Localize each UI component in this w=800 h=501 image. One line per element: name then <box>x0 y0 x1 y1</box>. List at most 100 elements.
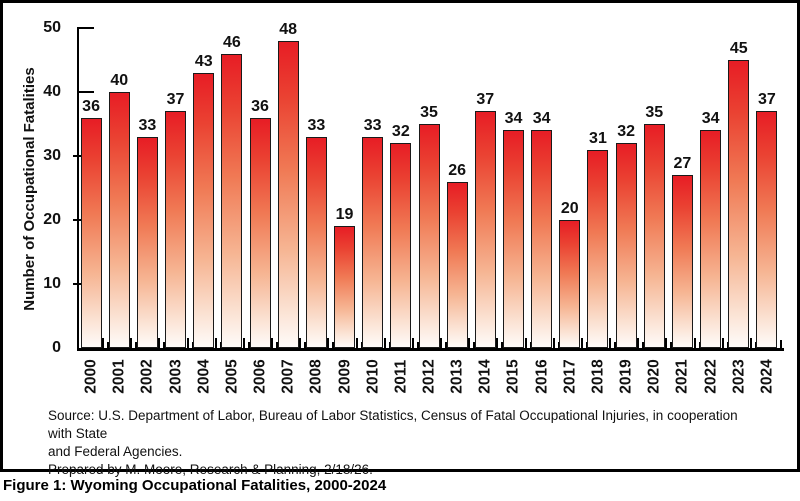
y-tick-mark <box>73 219 82 221</box>
source-line: Prepared by M. Moore, Research & Plannin… <box>48 462 373 477</box>
x-tick-label: 2013 <box>448 359 466 394</box>
x-tick-label: 2018 <box>589 359 607 394</box>
bar <box>756 111 778 348</box>
x-axis-end-tick <box>780 340 782 348</box>
bar-value-label: 20 <box>560 200 579 217</box>
bar <box>221 53 243 348</box>
bar <box>277 40 299 348</box>
x-axis-gap-tick <box>332 342 335 348</box>
bar <box>165 111 187 348</box>
x-axis-gap-tick <box>360 342 363 348</box>
x-axis-gap-tick <box>327 338 330 348</box>
x-axis-gap-tick <box>670 342 673 348</box>
x-axis-gap-tick <box>698 342 701 348</box>
x-axis-gap-tick <box>726 342 729 348</box>
x-axis-gap-tick <box>552 338 555 348</box>
x-tick-label: 2019 <box>617 359 635 394</box>
bar <box>559 220 581 348</box>
bar <box>249 117 271 348</box>
bar <box>390 143 412 348</box>
x-axis-gap-tick <box>411 338 414 348</box>
x-axis-gap-tick <box>721 338 724 348</box>
bar <box>136 136 158 348</box>
y-tick-mark <box>73 283 82 285</box>
x-axis-gap-tick <box>557 342 560 348</box>
x-axis-gap-tick <box>501 342 504 348</box>
x-tick-label: 2004 <box>195 359 213 394</box>
x-tick-label: 2020 <box>645 359 663 394</box>
source-line: Source: U.S. Department of Labor, Bureau… <box>48 408 738 441</box>
bar <box>502 130 524 348</box>
x-axis-gap-tick <box>107 342 110 348</box>
x-axis-gap-tick <box>304 342 307 348</box>
bar <box>446 181 468 348</box>
x-tick-label: 2015 <box>504 359 522 394</box>
bar <box>108 92 130 348</box>
figure-caption: Figure 1: Wyoming Occupational Fatalitie… <box>3 477 387 494</box>
bar <box>531 130 553 348</box>
x-tick-label: 2009 <box>336 359 354 394</box>
x-axis-gap-tick <box>529 342 532 348</box>
x-axis-gap-tick <box>130 338 133 348</box>
bar-value-label: 33 <box>138 116 157 134</box>
x-axis-gap-tick <box>416 342 419 348</box>
bar <box>728 60 750 348</box>
x-tick-label: 2001 <box>110 359 128 394</box>
source-line: and Federal Agencies. <box>48 444 183 459</box>
x-axis-gap-tick <box>276 342 279 348</box>
x-axis-gap-tick <box>468 338 471 348</box>
x-tick-label: 2016 <box>533 359 551 394</box>
x-axis-gap-tick <box>158 338 161 348</box>
bar-value-label: 34 <box>504 110 523 128</box>
x-tick-label: 2002 <box>138 359 156 394</box>
bar-value-label: 35 <box>645 104 664 121</box>
x-tick-label: 2000 <box>82 359 100 394</box>
x-axis-gap-tick <box>186 338 189 348</box>
x-axis-gap-tick <box>242 338 245 348</box>
x-tick-label: 2005 <box>223 359 241 394</box>
y-tick-label: 20 <box>43 211 61 228</box>
x-axis-gap-tick <box>219 342 222 348</box>
y-tick-label: 10 <box>43 275 61 292</box>
x-axis-gap-tick <box>163 342 166 348</box>
bar-value-label: 36 <box>82 97 100 115</box>
x-tick-label: 2022 <box>702 359 720 394</box>
x-axis-gap-tick <box>580 338 583 348</box>
x-axis-gap-tick <box>247 342 250 348</box>
x-tick-label: 2010 <box>364 359 382 394</box>
y-tick-label: 50 <box>43 19 61 36</box>
x-tick-label: 2006 <box>251 359 269 394</box>
bar-value-label: 19 <box>335 206 354 224</box>
x-axis-gap-tick <box>271 338 274 348</box>
bar <box>193 72 215 348</box>
bar-value-label: 48 <box>279 20 298 38</box>
x-tick-label: 2017 <box>561 359 579 394</box>
bar <box>334 226 356 348</box>
bar <box>474 111 496 348</box>
x-axis-gap-tick <box>496 338 499 348</box>
x-axis-gap-tick <box>693 338 696 348</box>
bar <box>305 136 327 348</box>
x-axis-gap-tick <box>383 338 386 348</box>
x-tick-label: 2008 <box>307 359 325 394</box>
bar <box>587 149 609 348</box>
bar-value-label: 32 <box>391 123 410 141</box>
x-tick-label: 2024 <box>758 359 776 394</box>
bar-value-label: 45 <box>729 40 748 57</box>
x-axis-gap-tick <box>585 342 588 348</box>
x-tick-label: 2014 <box>476 359 494 394</box>
bar-value-label: 34 <box>701 110 720 128</box>
bar <box>671 175 693 348</box>
bar-value-label: 27 <box>673 155 692 173</box>
bar-value-label: 33 <box>363 116 382 134</box>
bar <box>418 124 440 348</box>
x-axis-gap-tick <box>214 338 217 348</box>
x-tick-label: 2023 <box>730 359 748 394</box>
x-axis-gap-tick <box>614 342 617 348</box>
x-axis-gap-tick <box>473 342 476 348</box>
x-tick-label: 2011 <box>392 359 410 394</box>
bar-value-label: 37 <box>758 91 776 109</box>
x-tick-label: 2021 <box>673 359 691 394</box>
x-tick-label: 2007 <box>279 359 297 394</box>
chart-frame: Number of Occupational Fatalities 0 10 20 3… <box>0 0 800 477</box>
